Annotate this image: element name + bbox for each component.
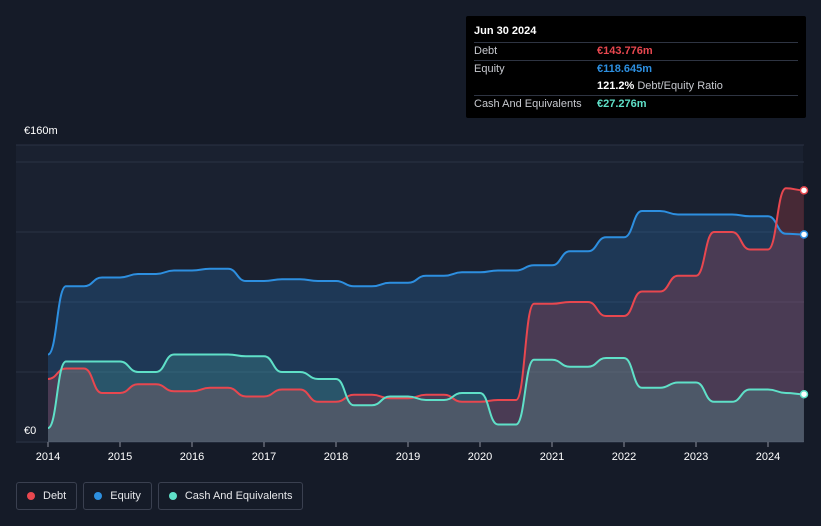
tooltip-cash-label: Cash And Equivalents: [474, 98, 582, 110]
legend-item-cash[interactable]: Cash And Equivalents: [157, 482, 304, 510]
y-axis-bottom-label: €0: [24, 425, 37, 437]
tooltip-cash-value: €27.276m: [597, 98, 647, 110]
end-marker-equity: [799, 230, 809, 239]
legend-label-cash: Cash And Equivalents: [184, 490, 293, 502]
chart-legend: Debt Equity Cash And Equivalents: [16, 482, 304, 510]
x-tick-label: 2020: [468, 451, 492, 463]
x-tick-label: 2017: [252, 451, 276, 463]
x-tick-label: 2016: [180, 451, 204, 463]
line-debt: [47, 187, 805, 403]
area-equity: [48, 211, 804, 442]
legend-item-debt[interactable]: Debt: [16, 482, 78, 510]
series-lines: [47, 187, 805, 429]
tooltip-ratio-value: 121.2%: [597, 80, 635, 92]
legend-dot-debt: [27, 492, 35, 500]
series-end-markers: [799, 186, 809, 399]
area-cash-and-equivalents: [48, 354, 804, 442]
tooltip-row-debt: Debt €143.776m: [474, 42, 798, 60]
legend-item-equity[interactable]: Equity: [83, 482, 152, 510]
legend-dot-equity: [94, 492, 103, 500]
tooltip-panel: Jun 30 2024 Debt €143.776m Equity €118.6…: [466, 16, 806, 118]
tooltip-row-cash: Cash And Equivalents €27.276m: [474, 95, 798, 113]
line-equity: [47, 210, 805, 356]
end-marker-cash-and-equivalents: [799, 389, 809, 399]
x-tick-label: 2022: [612, 451, 636, 463]
x-axis-ticks: 2014 2015 2016 2017 2018 2019 2020 2021 2022 2023…: [36, 442, 780, 463]
tooltip-date: Jun 30 2024: [474, 25, 537, 37]
x-tick-label: 2019: [396, 451, 420, 463]
legend-dot-cash: [168, 492, 177, 500]
y-axis-top-label: €160m: [24, 125, 58, 137]
series-areas: [48, 188, 804, 442]
x-tick-label: 2021: [540, 451, 564, 463]
x-tick-label: 2015: [108, 451, 132, 463]
tooltip-equity-label: Equity: [474, 63, 505, 75]
tooltip-row-equity: Equity €118.645m: [474, 60, 798, 78]
line-cash-and-equivalents: [47, 353, 805, 429]
plot-shade-past: [16, 145, 803, 443]
legend-label-debt: Debt: [43, 490, 67, 502]
tooltip-debt-label: Debt: [474, 45, 498, 57]
end-marker-debt: [799, 186, 809, 195]
tooltip-equity-value: €118.645m: [597, 63, 653, 75]
x-tick-label: 2023: [684, 451, 708, 463]
legend-label-equity: Equity: [110, 490, 141, 502]
x-tick-label: 2018: [324, 451, 348, 463]
x-tick-label: 2014: [36, 451, 60, 463]
area-debt: [48, 188, 804, 442]
tooltip-ratio-label: Debt/Equity Ratio: [637, 80, 723, 92]
tooltip-row-ratio: 121.2% Debt/Equity Ratio: [474, 78, 798, 95]
tooltip-debt-value: €143.776m: [597, 45, 653, 57]
x-tick-label: 2024: [756, 451, 780, 463]
